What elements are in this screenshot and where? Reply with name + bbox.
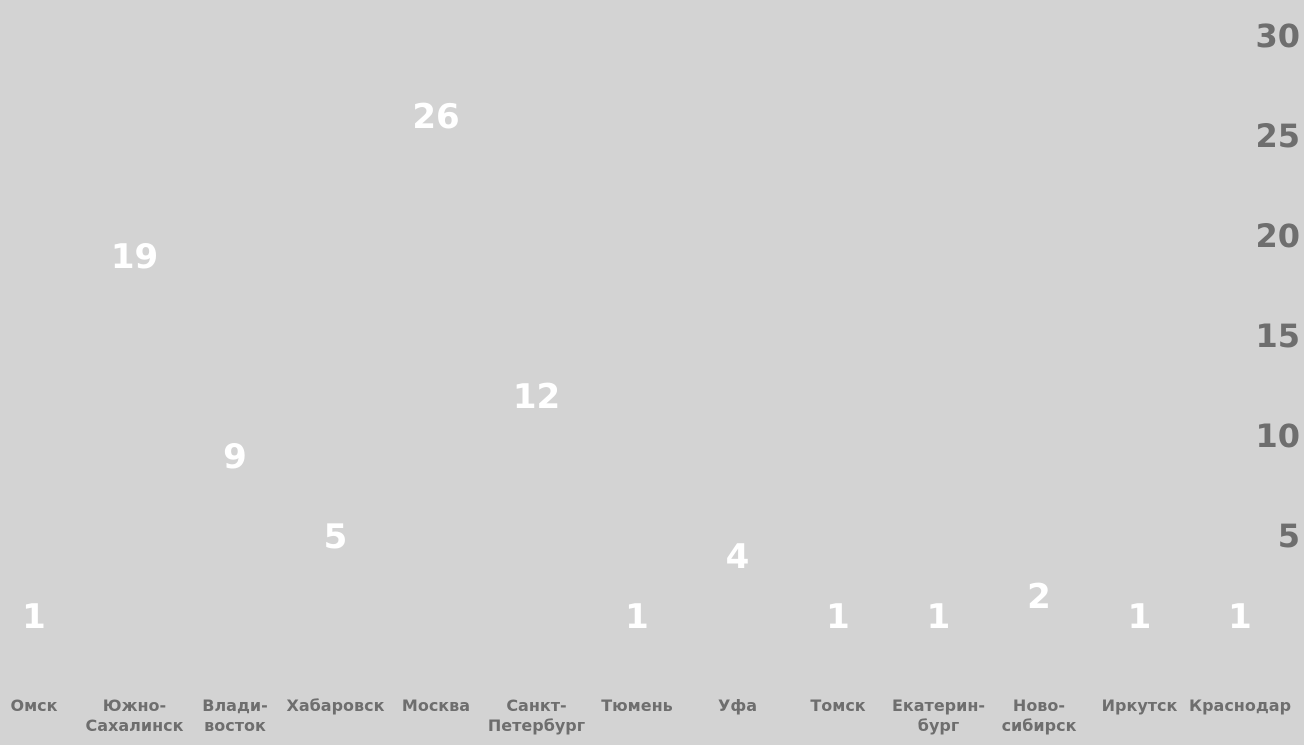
data-point-label: 1 bbox=[1228, 597, 1252, 637]
x-tick-label-line: Омск bbox=[10, 696, 57, 715]
y-tick-label: 20 bbox=[1255, 217, 1300, 255]
x-tick-label: Ново-сибирск bbox=[1002, 696, 1077, 735]
x-tick-label-line: бург bbox=[918, 716, 959, 735]
x-tick-label: Екатерин-бург bbox=[892, 696, 985, 735]
x-tick-label: Южно-Сахалинск bbox=[86, 696, 184, 735]
x-tick-label: Влади-восток bbox=[202, 696, 267, 735]
x-tick-label: Хабаровск bbox=[286, 696, 384, 715]
x-tick-label: Тюмень bbox=[601, 696, 673, 715]
x-tick-label-line: Краснодар bbox=[1189, 696, 1291, 715]
data-point-label: 5 bbox=[324, 517, 348, 557]
x-tick-label-line: Екатерин- bbox=[892, 696, 985, 715]
x-tick-label: Краснодар bbox=[1189, 696, 1291, 715]
x-tick-label: Томск bbox=[810, 696, 865, 715]
x-tick-label-line: Санкт- bbox=[506, 696, 566, 715]
x-tick-label-line: Томск bbox=[810, 696, 865, 715]
x-tick-label-line: Москва bbox=[402, 696, 470, 715]
y-tick-label: 25 bbox=[1255, 117, 1300, 155]
x-tick-label-line: восток bbox=[204, 716, 266, 735]
x-tick-label-line: Хабаровск bbox=[286, 696, 384, 715]
data-point-label: 12 bbox=[513, 377, 560, 417]
x-tick-label: Омск bbox=[10, 696, 57, 715]
x-tick-label: Иркутск bbox=[1102, 696, 1178, 715]
x-tick-label: Москва bbox=[402, 696, 470, 715]
x-tick-label-line: сибирск bbox=[1002, 716, 1077, 735]
data-point-label: 1 bbox=[625, 597, 649, 637]
data-point-label: 9 bbox=[223, 437, 247, 477]
x-tick-label-line: Тюмень bbox=[601, 696, 673, 715]
data-point-label: 1 bbox=[927, 597, 951, 637]
x-tick-label-line: Сахалинск bbox=[86, 716, 184, 735]
x-tick-label-line: Петербург bbox=[488, 716, 585, 735]
data-point-label: 1 bbox=[826, 597, 850, 637]
data-point-label: 19 bbox=[111, 237, 158, 277]
x-tick-label-line: Уфа bbox=[718, 696, 757, 715]
data-point-label: 1 bbox=[1128, 597, 1152, 637]
y-tick-label: 5 bbox=[1278, 517, 1300, 555]
data-point-label: 4 bbox=[726, 537, 750, 577]
data-point-label: 26 bbox=[412, 97, 459, 137]
data-point-label: 2 bbox=[1027, 577, 1051, 617]
y-tick-label: 15 bbox=[1255, 317, 1300, 355]
y-tick-label: 30 bbox=[1255, 17, 1300, 55]
data-point-label: 1 bbox=[22, 597, 46, 637]
x-tick-label: Санкт-Петербург bbox=[488, 696, 585, 735]
x-tick-label: Уфа bbox=[718, 696, 757, 715]
x-tick-label-line: Ново- bbox=[1013, 696, 1065, 715]
y-tick-label: 10 bbox=[1255, 417, 1300, 455]
x-tick-label-line: Южно- bbox=[103, 696, 166, 715]
x-tick-label-line: Иркутск bbox=[1102, 696, 1178, 715]
x-tick-label-line: Влади- bbox=[202, 696, 267, 715]
